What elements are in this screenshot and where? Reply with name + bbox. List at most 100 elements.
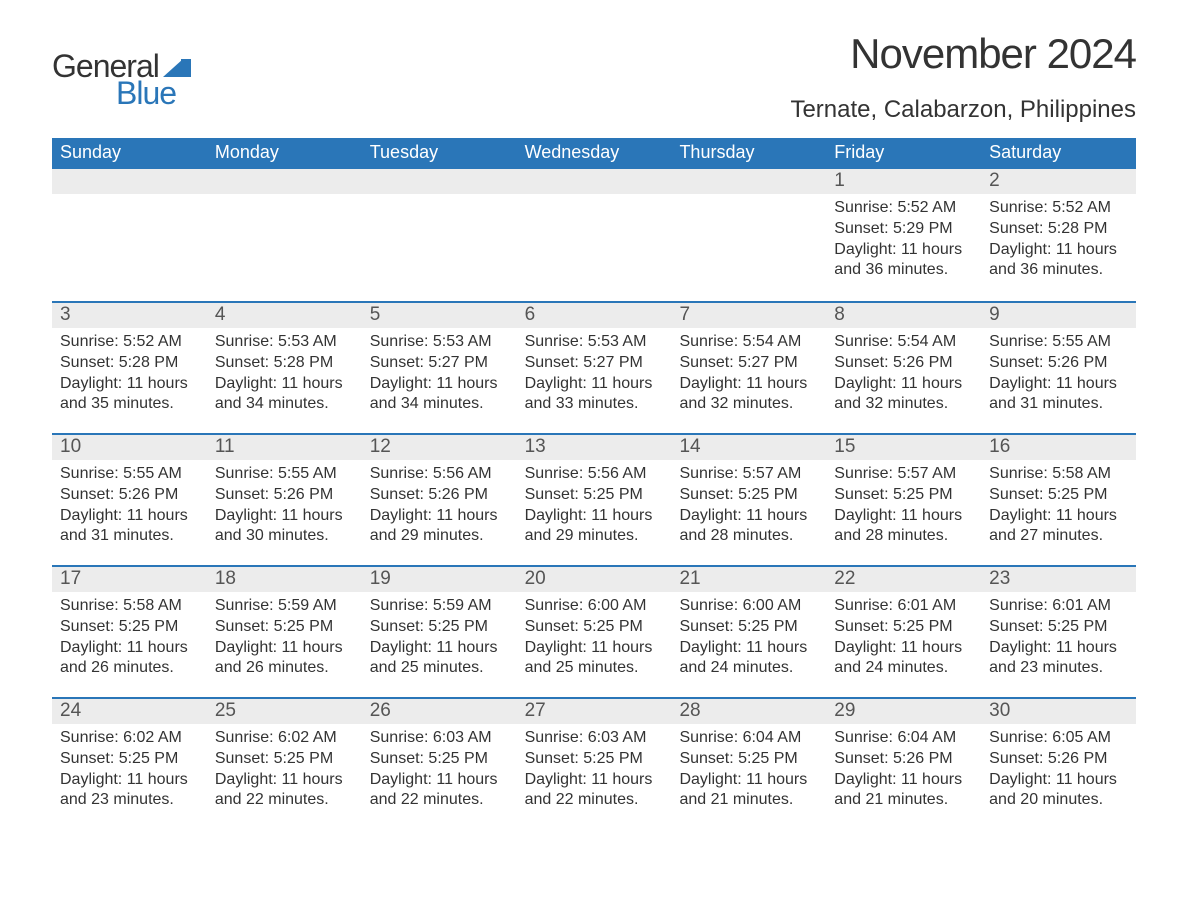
day-number-bar: 30	[981, 699, 1136, 724]
day-number-bar: 4	[207, 303, 362, 328]
day-number-bar: 11	[207, 435, 362, 460]
day-number-bar: 24	[52, 699, 207, 724]
logo-square-icon	[181, 59, 191, 77]
dayhead-wednesday: Wednesday	[517, 138, 672, 169]
calendar-cell: 1Sunrise: 5:52 AMSunset: 5:29 PMDaylight…	[826, 169, 981, 301]
daylight-text: Daylight: 11 hours and 22 minutes.	[525, 770, 664, 812]
daylight-text: Daylight: 11 hours and 35 minutes.	[60, 374, 199, 416]
calendar-cell: 30Sunrise: 6:05 AMSunset: 5:26 PMDayligh…	[981, 699, 1136, 829]
sunset-text: Sunset: 5:28 PM	[989, 219, 1128, 240]
day-details: Sunrise: 5:55 AMSunset: 5:26 PMDaylight:…	[52, 460, 207, 555]
daylight-text: Daylight: 11 hours and 34 minutes.	[370, 374, 509, 416]
calendar-cell: 25Sunrise: 6:02 AMSunset: 5:25 PMDayligh…	[207, 699, 362, 829]
sunset-text: Sunset: 5:27 PM	[525, 353, 664, 374]
day-details: Sunrise: 6:03 AMSunset: 5:25 PMDaylight:…	[517, 724, 672, 819]
sunset-text: Sunset: 5:25 PM	[834, 617, 973, 638]
day-details: Sunrise: 5:57 AMSunset: 5:25 PMDaylight:…	[826, 460, 981, 555]
calendar-cell: 27Sunrise: 6:03 AMSunset: 5:25 PMDayligh…	[517, 699, 672, 829]
sunrise-text: Sunrise: 6:00 AM	[525, 596, 664, 617]
sunrise-text: Sunrise: 5:53 AM	[370, 332, 509, 353]
day-number-bar: 14	[671, 435, 826, 460]
day-number-bar: 1	[826, 169, 981, 194]
sunset-text: Sunset: 5:25 PM	[525, 485, 664, 506]
daylight-text: Daylight: 11 hours and 20 minutes.	[989, 770, 1128, 812]
day-details: Sunrise: 5:53 AMSunset: 5:27 PMDaylight:…	[362, 328, 517, 423]
daylight-text: Daylight: 11 hours and 23 minutes.	[989, 638, 1128, 680]
daylight-text: Daylight: 11 hours and 21 minutes.	[834, 770, 973, 812]
sunrise-text: Sunrise: 5:55 AM	[989, 332, 1128, 353]
sunrise-text: Sunrise: 6:04 AM	[834, 728, 973, 749]
day-details: Sunrise: 6:00 AMSunset: 5:25 PMDaylight:…	[671, 592, 826, 687]
daylight-text: Daylight: 11 hours and 28 minutes.	[834, 506, 973, 548]
day-number-bar: 20	[517, 567, 672, 592]
daylight-text: Daylight: 11 hours and 22 minutes.	[370, 770, 509, 812]
sunrise-text: Sunrise: 5:52 AM	[989, 198, 1128, 219]
daylight-text: Daylight: 11 hours and 32 minutes.	[679, 374, 818, 416]
sunset-text: Sunset: 5:25 PM	[525, 749, 664, 770]
day-number-bar: 6	[517, 303, 672, 328]
sunrise-text: Sunrise: 5:57 AM	[834, 464, 973, 485]
sunrise-text: Sunrise: 5:59 AM	[370, 596, 509, 617]
sunrise-text: Sunrise: 6:05 AM	[989, 728, 1128, 749]
daylight-text: Daylight: 11 hours and 27 minutes.	[989, 506, 1128, 548]
day-details: Sunrise: 5:54 AMSunset: 5:26 PMDaylight:…	[826, 328, 981, 423]
dayhead-monday: Monday	[207, 138, 362, 169]
sunset-text: Sunset: 5:25 PM	[989, 617, 1128, 638]
calendar-cell: 4Sunrise: 5:53 AMSunset: 5:28 PMDaylight…	[207, 303, 362, 433]
daylight-text: Daylight: 11 hours and 32 minutes.	[834, 374, 973, 416]
daylight-text: Daylight: 11 hours and 31 minutes.	[989, 374, 1128, 416]
calendar-header-row: Sunday Monday Tuesday Wednesday Thursday…	[52, 138, 1136, 169]
sunrise-text: Sunrise: 5:57 AM	[679, 464, 818, 485]
day-details: Sunrise: 5:53 AMSunset: 5:27 PMDaylight:…	[517, 328, 672, 423]
sunset-text: Sunset: 5:26 PM	[60, 485, 199, 506]
daylight-text: Daylight: 11 hours and 29 minutes.	[370, 506, 509, 548]
sunset-text: Sunset: 5:25 PM	[834, 485, 973, 506]
daylight-text: Daylight: 11 hours and 21 minutes.	[679, 770, 818, 812]
sunset-text: Sunset: 5:25 PM	[679, 617, 818, 638]
calendar-cell: 8Sunrise: 5:54 AMSunset: 5:26 PMDaylight…	[826, 303, 981, 433]
dayhead-saturday: Saturday	[981, 138, 1136, 169]
logo-text-blue: Blue	[116, 75, 176, 112]
daylight-text: Daylight: 11 hours and 22 minutes.	[215, 770, 354, 812]
day-number-bar: 13	[517, 435, 672, 460]
calendar-cell	[52, 169, 207, 301]
day-number-bar: 19	[362, 567, 517, 592]
calendar-cell: 28Sunrise: 6:04 AMSunset: 5:25 PMDayligh…	[671, 699, 826, 829]
sunset-text: Sunset: 5:26 PM	[834, 749, 973, 770]
logo: General Blue	[52, 48, 191, 112]
calendar-cell: 18Sunrise: 5:59 AMSunset: 5:25 PMDayligh…	[207, 567, 362, 697]
day-number-bar	[362, 169, 517, 194]
sunrise-text: Sunrise: 5:58 AM	[989, 464, 1128, 485]
location-subtitle: Ternate, Calabarzon, Philippines	[790, 96, 1136, 124]
day-details: Sunrise: 6:04 AMSunset: 5:25 PMDaylight:…	[671, 724, 826, 819]
day-number-bar: 16	[981, 435, 1136, 460]
calendar-cell: 9Sunrise: 5:55 AMSunset: 5:26 PMDaylight…	[981, 303, 1136, 433]
day-details: Sunrise: 6:04 AMSunset: 5:26 PMDaylight:…	[826, 724, 981, 819]
sunset-text: Sunset: 5:25 PM	[60, 749, 199, 770]
day-number-bar: 17	[52, 567, 207, 592]
sunrise-text: Sunrise: 6:04 AM	[679, 728, 818, 749]
day-number-bar: 9	[981, 303, 1136, 328]
day-number-bar	[517, 169, 672, 194]
day-number-bar: 7	[671, 303, 826, 328]
day-number-bar: 3	[52, 303, 207, 328]
day-details: Sunrise: 5:53 AMSunset: 5:28 PMDaylight:…	[207, 328, 362, 423]
sunrise-text: Sunrise: 5:52 AM	[834, 198, 973, 219]
sunrise-text: Sunrise: 5:53 AM	[525, 332, 664, 353]
calendar-cell: 22Sunrise: 6:01 AMSunset: 5:25 PMDayligh…	[826, 567, 981, 697]
calendar-week: 3Sunrise: 5:52 AMSunset: 5:28 PMDaylight…	[52, 301, 1136, 433]
day-details: Sunrise: 6:03 AMSunset: 5:25 PMDaylight:…	[362, 724, 517, 819]
calendar-cell: 14Sunrise: 5:57 AMSunset: 5:25 PMDayligh…	[671, 435, 826, 565]
calendar-cell	[207, 169, 362, 301]
sunset-text: Sunset: 5:28 PM	[60, 353, 199, 374]
daylight-text: Daylight: 11 hours and 24 minutes.	[834, 638, 973, 680]
day-details: Sunrise: 6:00 AMSunset: 5:25 PMDaylight:…	[517, 592, 672, 687]
dayhead-friday: Friday	[826, 138, 981, 169]
day-details: Sunrise: 5:55 AMSunset: 5:26 PMDaylight:…	[981, 328, 1136, 423]
day-number-bar: 15	[826, 435, 981, 460]
sunrise-text: Sunrise: 5:52 AM	[60, 332, 199, 353]
sunset-text: Sunset: 5:25 PM	[60, 617, 199, 638]
sunset-text: Sunset: 5:25 PM	[370, 749, 509, 770]
day-number-bar: 25	[207, 699, 362, 724]
daylight-text: Daylight: 11 hours and 36 minutes.	[989, 240, 1128, 282]
